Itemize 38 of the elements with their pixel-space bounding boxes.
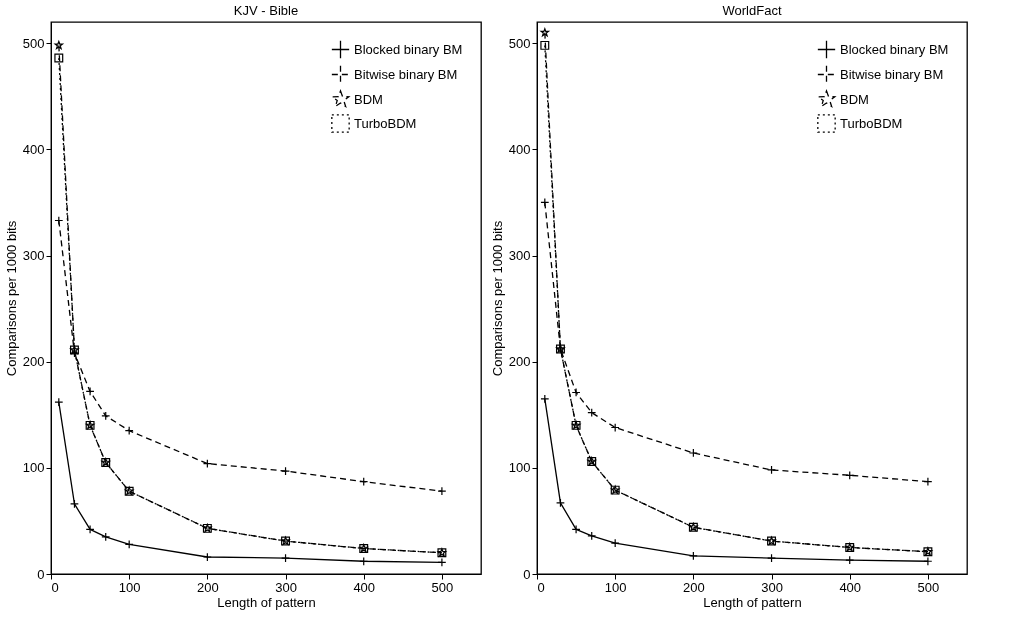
- y-tick-label: 500: [22, 35, 45, 51]
- x-tick-label: 0: [537, 579, 545, 595]
- y-tick-label: 0: [37, 566, 45, 582]
- x-tick-label: 200: [197, 579, 219, 595]
- x-tick-label: 100: [604, 579, 627, 595]
- y-tick-label: 100: [508, 460, 531, 476]
- legend-label: TurboBDM: [840, 115, 903, 131]
- x-tick-label: 400: [839, 579, 862, 595]
- legend-label: TurboBDM: [354, 115, 417, 131]
- x-tick-label: 0: [51, 579, 59, 595]
- legend-label: Blocked binary BM: [840, 41, 949, 57]
- legend-label: BDM: [840, 91, 869, 107]
- x-tick-label: 500: [917, 579, 940, 595]
- x-tick-label: 500: [431, 579, 454, 595]
- y-tick-label: 400: [22, 141, 45, 157]
- y-tick-label: 100: [22, 460, 45, 476]
- legend-label: Bitwise binary BM: [354, 66, 458, 82]
- legend-label: Bitwise binary BM: [840, 66, 944, 82]
- y-axis-title: Comparisons per 1000 bits: [489, 220, 505, 377]
- legend-label: Blocked binary BM: [354, 41, 463, 57]
- y-tick-label: 200: [22, 354, 45, 370]
- y-tick-label: 500: [508, 35, 531, 51]
- chart-title: KJV - Bible: [233, 3, 299, 18]
- y-tick-label: 0: [523, 566, 531, 582]
- x-axis-title: Length of pattern: [703, 594, 802, 610]
- x-axis-title: Length of pattern: [217, 594, 316, 610]
- y-axis-title: Comparisons per 1000 bits: [3, 220, 19, 377]
- x-tick-label: 200: [683, 579, 705, 595]
- y-tick-label: 400: [508, 141, 531, 157]
- chart-title: WorldFact: [722, 3, 782, 18]
- x-tick-label: 100: [118, 579, 141, 595]
- x-tick-label: 300: [275, 579, 297, 595]
- x-tick-label: 400: [353, 579, 376, 595]
- y-tick-label: 300: [508, 248, 531, 264]
- legend-label: BDM: [354, 91, 383, 107]
- x-tick-label: 300: [761, 579, 783, 595]
- y-tick-label: 300: [22, 248, 45, 264]
- y-tick-label: 200: [508, 354, 531, 370]
